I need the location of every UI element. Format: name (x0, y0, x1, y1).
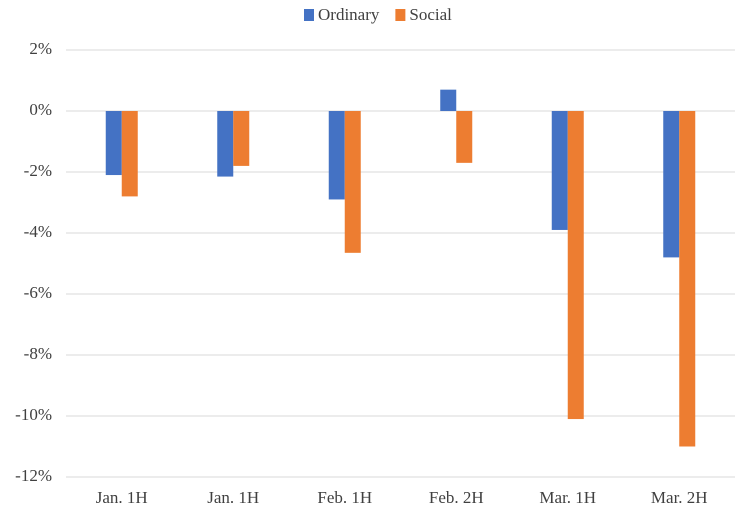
y-tick-label: -10% (15, 405, 52, 424)
bar (663, 111, 680, 258)
x-tick-label: Jan. 1H (96, 488, 148, 507)
bar (456, 111, 473, 163)
bar (217, 111, 234, 177)
y-tick-label: 0% (29, 100, 52, 119)
x-tick-label: Mar. 2H (651, 488, 708, 507)
y-tick-label: -4% (24, 222, 52, 241)
legend-swatch (395, 9, 406, 21)
x-tick-label: Jan. 1H (207, 488, 259, 507)
y-tick-label: -8% (24, 344, 52, 363)
bar (567, 111, 584, 420)
bar (344, 111, 361, 253)
y-tick-label: -6% (24, 283, 52, 302)
legend-label: Social (409, 5, 452, 24)
x-tick-label: Mar. 1H (539, 488, 596, 507)
bar (551, 111, 568, 230)
bar (233, 111, 250, 166)
bar (121, 111, 138, 197)
x-tick-label: Feb. 2H (429, 488, 484, 507)
x-tick-label: Feb. 1H (317, 488, 372, 507)
y-tick-label: 2% (29, 39, 52, 58)
bar (679, 111, 696, 447)
bar (328, 111, 345, 200)
y-tick-label: -2% (24, 161, 52, 180)
legend-label: Ordinary (318, 5, 380, 24)
bar (105, 111, 122, 176)
legend-swatch (304, 9, 314, 21)
y-tick-label: -12% (15, 466, 52, 485)
bar (440, 89, 457, 111)
